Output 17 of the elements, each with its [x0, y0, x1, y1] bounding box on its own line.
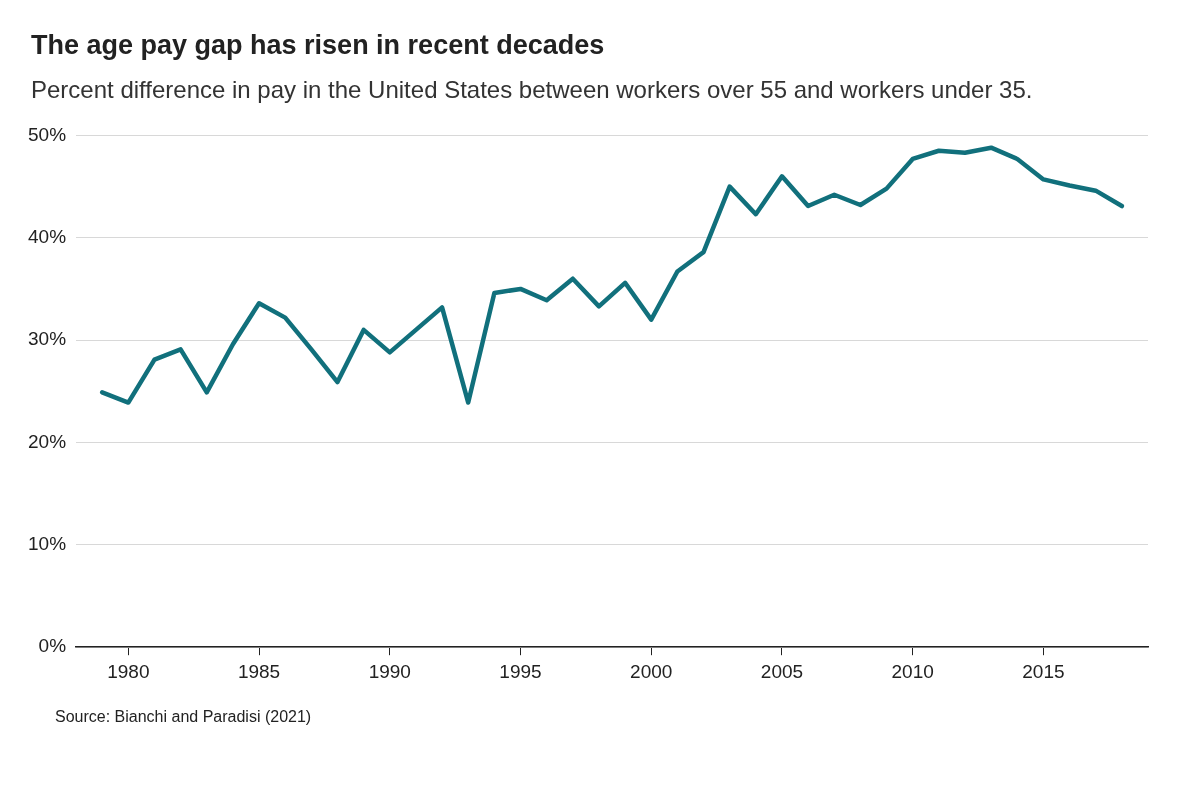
x-tick-label: 1995 — [499, 660, 542, 682]
x-tick-label: 2000 — [630, 660, 673, 682]
x-tick-label: 2010 — [891, 660, 934, 682]
chart-subtitle: Percent difference in pay in the United States between workers over 55 and workers under 35. — [31, 75, 1034, 105]
y-tick-label: 0% — [38, 635, 67, 657]
y-tick-label: 10% — [28, 533, 67, 555]
chart-title: The age pay gap has risen in recent decades — [31, 30, 606, 61]
y-tick-label: 50% — [28, 123, 67, 145]
x-tick-label: 2005 — [760, 660, 804, 682]
y-tick-label: 20% — [28, 430, 67, 452]
x-tick-label: 1980 — [107, 660, 150, 682]
x-tick-label: 1985 — [237, 660, 281, 682]
x-tick-label: 1990 — [368, 660, 411, 682]
y-tick-label: 40% — [28, 225, 67, 247]
x-tick-label: 2015 — [1022, 660, 1065, 682]
source-note: Source: Bianchi and Paradisi (2021) — [55, 708, 313, 726]
y-tick-label: 30% — [28, 328, 67, 350]
